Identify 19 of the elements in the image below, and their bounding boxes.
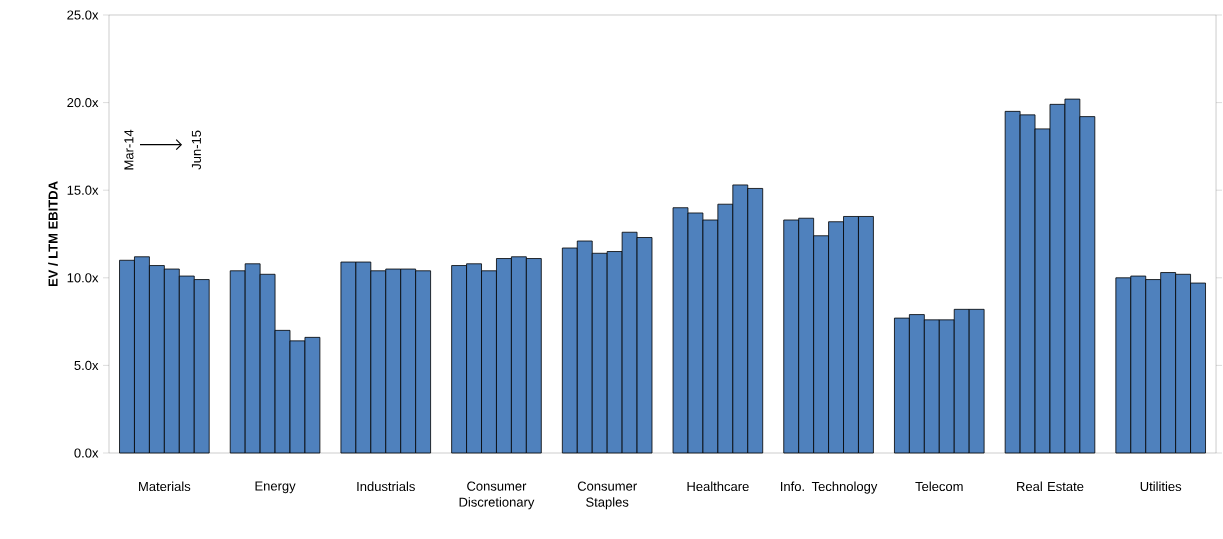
x-tick-label: Consumer Staples	[577, 481, 637, 510]
y-tick-label: 25.0x	[67, 10, 99, 20]
annotation: Jun-15	[191, 130, 201, 170]
x-tick-label: Utilities	[1140, 481, 1182, 492]
y-tick-label: 20.0x	[67, 97, 99, 108]
y-tick-label: 5.0x	[74, 360, 99, 370]
y-tick-label: 15.0x	[67, 185, 99, 195]
x-tick-label: Healthcare	[687, 481, 749, 492]
y-axis-title: EV / LTM EBITDA	[48, 181, 58, 287]
x-tick-label: Telecom	[915, 481, 963, 492]
x-tick-label: Info. Technology	[781, 481, 878, 494]
x-tick-label: Consumer Discretionary	[459, 481, 535, 510]
x-tick-label: Energy	[255, 481, 296, 494]
annotation: Mar-14	[124, 129, 134, 170]
y-tick-label: 0.0x	[74, 448, 99, 458]
x-tick-label: Real Estate	[1017, 481, 1084, 492]
x-tick-label: Materials	[139, 481, 191, 492]
y-tick-label: 10.0x	[67, 273, 99, 283]
x-tick-label: Industrials	[357, 481, 415, 492]
